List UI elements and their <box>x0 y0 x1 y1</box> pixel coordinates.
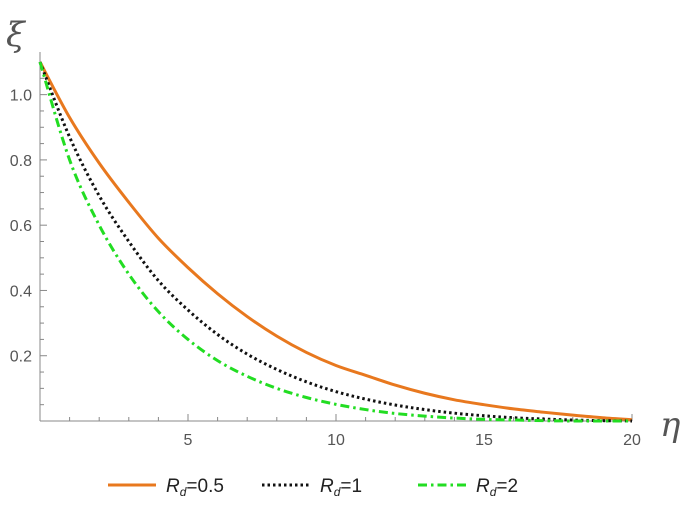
series-line-1 <box>38 61 633 423</box>
y-tick-label: 0.8 <box>10 153 32 170</box>
tick-labels: 5 10 15 20 0.2 0.4 0.6 0.8 1.0 <box>10 88 641 449</box>
y-tick-label: 0.2 <box>10 349 32 366</box>
legend-label: Rd=2 <box>476 476 518 499</box>
series-line-2 <box>38 61 632 423</box>
x-tick-label: 20 <box>623 432 641 449</box>
legend-label: Rd=1 <box>320 476 362 499</box>
legend: Rd=0.5 Rd=1 Rd=2 <box>108 476 518 499</box>
legend-entry-2: Rd=2 <box>418 476 518 499</box>
x-tick-label: 10 <box>327 432 345 449</box>
legend-entry-1: Rd=1 <box>262 476 362 499</box>
series-line-0 <box>38 61 633 422</box>
x-tick-label: 15 <box>475 432 493 449</box>
legend-entry-0: Rd=0.5 <box>108 476 224 499</box>
tick-marks <box>40 77 633 421</box>
y-tick-label: 0.6 <box>10 218 32 235</box>
legend-label: Rd=0.5 <box>166 476 224 499</box>
x-tick-label: 5 <box>184 432 193 449</box>
y-axis-label: ξ <box>6 15 27 55</box>
y-tick-label: 1.0 <box>10 88 32 105</box>
x-axis-label: η <box>660 405 681 445</box>
series-lines <box>38 61 633 423</box>
y-tick-label: 0.4 <box>10 283 32 300</box>
